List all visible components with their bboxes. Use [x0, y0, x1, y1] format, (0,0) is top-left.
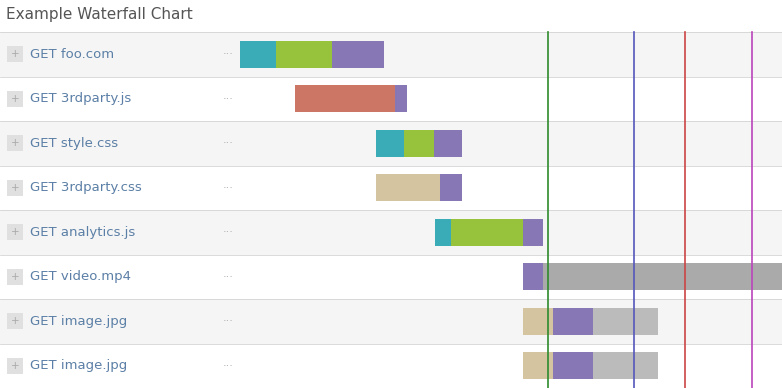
- Text: GET 3rdparty.css: GET 3rdparty.css: [30, 181, 142, 194]
- Text: ···: ···: [223, 49, 234, 59]
- Bar: [523, 219, 543, 246]
- Bar: [523, 352, 553, 379]
- Bar: [7, 224, 23, 240]
- Text: +: +: [11, 316, 20, 326]
- Text: ···: ···: [223, 138, 234, 148]
- Text: GET foo.com: GET foo.com: [30, 48, 114, 61]
- Bar: [593, 308, 658, 334]
- Bar: [0, 76, 782, 121]
- Bar: [7, 46, 23, 62]
- Bar: [0, 121, 782, 166]
- Bar: [0, 343, 782, 388]
- Bar: [332, 41, 384, 68]
- Text: GET image.jpg: GET image.jpg: [30, 315, 127, 328]
- Bar: [435, 219, 451, 246]
- Bar: [523, 263, 543, 290]
- Bar: [0, 299, 782, 343]
- Bar: [240, 41, 276, 68]
- Text: +: +: [11, 183, 20, 193]
- Bar: [440, 174, 462, 201]
- Bar: [7, 358, 23, 374]
- Text: ···: ···: [223, 272, 234, 282]
- Bar: [376, 174, 440, 201]
- Bar: [0, 166, 782, 210]
- Bar: [276, 41, 332, 68]
- Bar: [0, 255, 782, 299]
- Bar: [553, 308, 593, 334]
- Bar: [593, 352, 658, 379]
- Text: ···: ···: [223, 316, 234, 326]
- Text: ···: ···: [223, 94, 234, 104]
- Bar: [7, 180, 23, 196]
- Text: ···: ···: [223, 361, 234, 371]
- Text: +: +: [11, 227, 20, 237]
- Text: +: +: [11, 361, 20, 371]
- Text: +: +: [11, 138, 20, 148]
- Text: GET video.mp4: GET video.mp4: [30, 270, 131, 283]
- Text: GET style.css: GET style.css: [30, 137, 118, 150]
- Bar: [553, 352, 593, 379]
- Text: GET analytics.js: GET analytics.js: [30, 226, 135, 239]
- Bar: [7, 135, 23, 151]
- Bar: [434, 130, 462, 157]
- Bar: [0, 32, 782, 76]
- Bar: [395, 85, 407, 112]
- Bar: [7, 91, 23, 107]
- Text: +: +: [11, 49, 20, 59]
- Bar: [7, 269, 23, 285]
- Bar: [7, 313, 23, 329]
- Bar: [543, 263, 782, 290]
- Text: GET image.jpg: GET image.jpg: [30, 359, 127, 372]
- Text: ···: ···: [223, 183, 234, 193]
- Text: +: +: [11, 94, 20, 104]
- Text: +: +: [11, 272, 20, 282]
- Bar: [295, 85, 395, 112]
- Text: Example Waterfall Chart: Example Waterfall Chart: [6, 7, 192, 21]
- Text: ···: ···: [223, 227, 234, 237]
- Bar: [404, 130, 434, 157]
- Bar: [376, 130, 404, 157]
- Bar: [523, 308, 553, 334]
- Bar: [451, 219, 523, 246]
- Bar: [0, 210, 782, 255]
- Text: GET 3rdparty.js: GET 3rdparty.js: [30, 92, 131, 105]
